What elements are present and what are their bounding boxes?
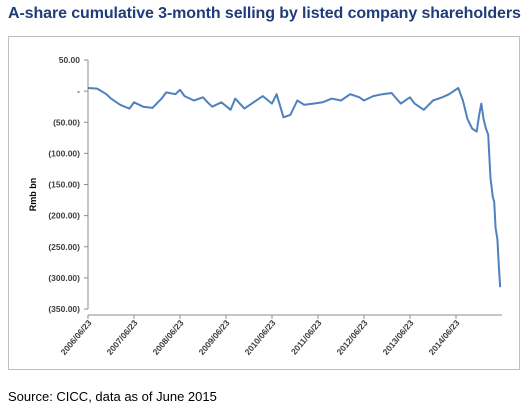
y-tick-label: (100.00): [48, 148, 80, 158]
y-tick-label: (50.00): [53, 117, 80, 127]
y-tick-label: (250.00): [48, 242, 80, 252]
y-tick-label: 50.00: [59, 55, 81, 65]
series-line: [87, 87, 502, 288]
y-tick-label: (150.00): [48, 180, 80, 190]
chart-title: A-share cumulative 3-month selling by li…: [8, 5, 521, 22]
x-tick-label: 2012/06/23: [335, 318, 370, 357]
x-tick-label: 2009/06/23: [197, 318, 232, 357]
x-tick-label: 2007/06/23: [105, 318, 140, 357]
y-tick-label: -: [77, 86, 80, 96]
x-tick-label: 2011/06/23: [289, 318, 324, 357]
y-axis-title: Rmb bn: [28, 178, 38, 212]
x-tick-label: 2013/06/23: [381, 318, 416, 357]
x-tick-label: 2014/06/23: [427, 318, 462, 357]
y-tick-label: (300.00): [48, 273, 80, 283]
x-tick-label: 2006/06/23: [59, 318, 94, 357]
source-note: Source: CICC, data as of June 2015: [8, 389, 217, 404]
y-tick-label: (350.00): [48, 304, 80, 314]
chart-frame: [8, 36, 520, 370]
y-tick-label: (200.00): [48, 211, 80, 221]
x-tick-label: 2008/06/23: [151, 318, 186, 357]
x-tick-label: 2010/06/23: [243, 318, 278, 357]
